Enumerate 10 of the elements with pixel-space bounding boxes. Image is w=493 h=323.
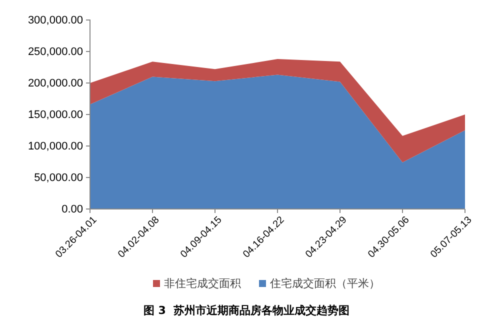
- y-tick-label: 0.00: [62, 204, 83, 216]
- y-tick-label: 50,000.00: [34, 172, 83, 184]
- y-tick-label: 300,000.00: [28, 14, 83, 27]
- legend-label: 住宅成交面积（平米）: [270, 277, 380, 290]
- y-tick-label: 250,000.00: [28, 46, 83, 58]
- legend-label: 非住宅成交面积: [164, 277, 241, 290]
- y-tick-label: 100,000.00: [28, 140, 83, 153]
- y-tick-label: 150,000.00: [28, 109, 83, 122]
- text: 图 3 苏州市近期商品房各物业成交趋势图: [143, 304, 350, 317]
- y-tick-label: 200,000.00: [28, 78, 83, 90]
